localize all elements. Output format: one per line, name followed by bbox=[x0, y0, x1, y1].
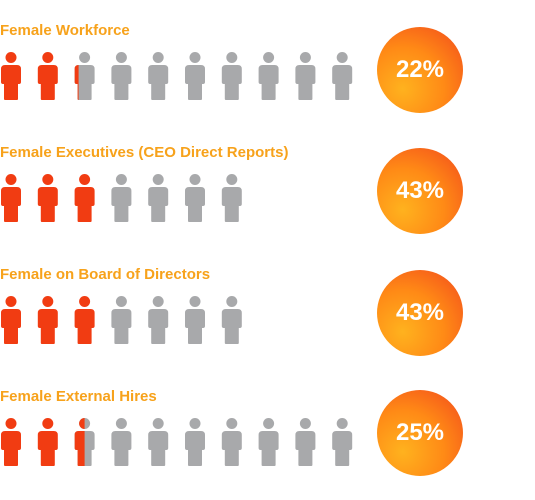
person-icon bbox=[185, 174, 205, 222]
person-icon bbox=[148, 296, 169, 344]
person-icon bbox=[295, 418, 316, 466]
percent-badge: 25% bbox=[377, 390, 463, 476]
person-icon-female bbox=[1, 296, 21, 344]
person-icon bbox=[332, 52, 353, 100]
person-icon bbox=[258, 418, 279, 466]
person-icon-female bbox=[37, 418, 58, 466]
person-icon bbox=[185, 52, 205, 100]
percent-label: 22% bbox=[395, 56, 445, 83]
person-icon bbox=[111, 52, 132, 100]
person-icon-partial bbox=[74, 418, 95, 466]
percent-label: 43% bbox=[395, 299, 445, 326]
people-icons bbox=[1, 418, 353, 466]
people-icons bbox=[1, 174, 242, 222]
person-icon-female bbox=[1, 52, 21, 100]
person-icon bbox=[258, 52, 279, 100]
row-title: Female Executives (CEO Direct Reports) bbox=[0, 144, 289, 161]
stat-row: Female Executives (CEO Direct Reports) bbox=[0, 144, 535, 234]
person-icon-female bbox=[1, 418, 21, 466]
percent-label: 25% bbox=[395, 419, 445, 446]
person-icon-female bbox=[74, 174, 95, 222]
person-icon bbox=[295, 52, 316, 100]
person-icon-partial bbox=[74, 52, 95, 100]
person-icon bbox=[221, 174, 242, 222]
percent-badge: 22% bbox=[377, 27, 463, 113]
person-icon-female bbox=[37, 174, 58, 222]
person-icon bbox=[148, 174, 169, 222]
percent-label: 43% bbox=[395, 177, 445, 204]
row-title: Female Workforce bbox=[0, 22, 130, 39]
percent-badge: 43% bbox=[377, 270, 463, 356]
stat-row: Female on Board of Directors bbox=[0, 266, 535, 356]
people-icons bbox=[1, 296, 242, 344]
person-icon bbox=[111, 174, 132, 222]
person-icon bbox=[221, 52, 242, 100]
person-icon bbox=[111, 418, 132, 466]
person-icon bbox=[148, 418, 169, 466]
person-icon bbox=[148, 52, 169, 100]
person-icon bbox=[185, 418, 205, 466]
row-title: Female External Hires bbox=[0, 388, 157, 405]
row-title: Female on Board of Directors bbox=[0, 266, 211, 283]
person-icon bbox=[111, 296, 132, 344]
person-icon bbox=[332, 418, 353, 466]
person-icon-female bbox=[37, 296, 58, 344]
person-icon bbox=[185, 296, 205, 344]
person-icon-female bbox=[1, 174, 21, 222]
person-icon-female bbox=[74, 296, 95, 344]
person-icon bbox=[221, 296, 242, 344]
stat-row: Female External Hires bbox=[0, 388, 535, 478]
people-icons bbox=[1, 52, 353, 100]
person-icon bbox=[221, 418, 242, 466]
percent-badge: 43% bbox=[377, 148, 463, 234]
stat-row: Female Workforce bbox=[0, 22, 535, 112]
person-icon-female bbox=[37, 52, 58, 100]
